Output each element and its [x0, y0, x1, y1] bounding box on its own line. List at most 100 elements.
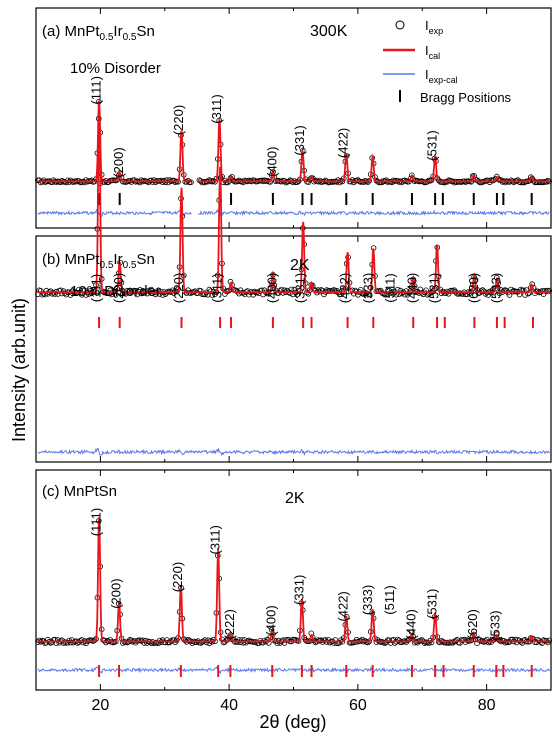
hkl-label: (620) — [465, 609, 480, 639]
cal-curve — [37, 517, 550, 643]
hkl-label: (331) — [293, 273, 308, 303]
legend-exp-label: Iexp — [425, 18, 443, 36]
hkl-label: (400) — [264, 147, 279, 177]
exp-point — [258, 177, 265, 184]
temperature-label: 2K — [290, 257, 310, 274]
legend-exp-marker — [395, 20, 405, 30]
hkl-label: (333) — [361, 273, 376, 303]
exp-point — [244, 288, 251, 294]
exp-point — [403, 288, 410, 294]
panel-b: (111) (200) (220) (311) (400) (331) (422) (333)… — [35, 111, 552, 463]
exp-point — [261, 637, 268, 644]
panel-label-part: Ir — [113, 251, 122, 268]
panel-label-part: (a) MnPt — [42, 23, 100, 40]
hkl-label: (531) — [427, 273, 442, 303]
exp-point — [496, 637, 503, 644]
hkl-label: (311) — [209, 94, 224, 123]
cal-curve — [37, 100, 550, 183]
hkl-label: (440) — [405, 273, 420, 303]
hkl-label: (331) — [292, 125, 307, 155]
hkl-label: (220) — [170, 562, 185, 592]
temperature-label: 2K — [285, 490, 305, 507]
temperature-label: 300K — [310, 23, 348, 40]
panel-label: (c) MnPtSn — [42, 483, 117, 500]
x-tick-label: 80 — [478, 697, 496, 714]
hkl-label: (200) — [111, 273, 126, 303]
hkl-label: (533) — [488, 610, 503, 640]
panel-label-part: Sn — [137, 23, 155, 40]
exp-point — [54, 637, 61, 643]
hkl-label: (111) — [89, 508, 104, 536]
hkl-label: (511) — [383, 273, 398, 302]
exp-point — [166, 177, 173, 183]
exp-point — [183, 290, 190, 297]
disorder-note: 10% Disorder — [70, 283, 161, 300]
diff-curve — [37, 666, 550, 675]
exp-point — [70, 639, 77, 646]
y-axis-label: Intensity (arb.unit) — [9, 298, 29, 442]
exp-point — [428, 639, 435, 646]
diff-curve — [37, 447, 550, 456]
hkl-label: (422) — [336, 591, 351, 621]
exp-point — [149, 290, 156, 297]
panel-label-part: 0.5 — [123, 32, 137, 43]
exp-point — [319, 288, 326, 294]
hkl-label: (200) — [111, 147, 126, 177]
exp-point — [290, 179, 296, 186]
exp-point — [251, 177, 258, 184]
exp-point — [467, 290, 473, 297]
hkl-label: (620) — [466, 273, 481, 303]
exp-point — [502, 179, 509, 186]
x-tick-label: 60 — [349, 697, 367, 714]
hkl-label: (111) — [89, 274, 104, 302]
exp-point — [318, 637, 325, 643]
exp-point — [380, 290, 387, 297]
x-tick-label: 20 — [91, 697, 109, 714]
exp-point — [414, 639, 421, 646]
hkl-label: (400) — [264, 605, 279, 635]
panel-c: (111) (200) (220) (311) (222) (400) (331) (422)… — [35, 469, 552, 714]
hkl-label: (222) — [222, 609, 237, 639]
exp-point — [172, 179, 179, 186]
exp-point — [59, 637, 65, 643]
disorder-note: 10% Disorder — [70, 60, 161, 77]
panel-label-part: Sn — [137, 251, 155, 268]
exp-point — [365, 639, 371, 646]
exp-point — [379, 179, 385, 186]
hkl-label: (331) — [291, 575, 306, 605]
hkl-label: (220) — [171, 273, 186, 303]
exp-point — [128, 637, 135, 644]
hkl-label: (311) — [208, 525, 223, 554]
hkl-label: (111) — [89, 76, 104, 104]
x-axis-label: 2θ (deg) — [259, 712, 326, 732]
panel-label-part: 0.5 — [100, 32, 114, 43]
hkl-label: (400) — [264, 273, 279, 303]
exp-point — [336, 179, 343, 186]
legend-cal-label: Ical — [425, 43, 440, 61]
hkl-label: (531) — [425, 130, 440, 160]
hkl-label: (531) — [425, 589, 440, 619]
exp-point — [485, 639, 492, 646]
exp-point — [198, 288, 204, 294]
hkl-label: (311) — [210, 273, 225, 302]
hkl-label: (533) — [488, 273, 503, 303]
exp-point — [207, 288, 214, 295]
hkl-label: (511) — [382, 585, 397, 614]
exp-point — [91, 637, 98, 643]
exp-point — [510, 179, 517, 186]
exp-point — [437, 639, 443, 646]
diff-curve — [37, 208, 550, 218]
hkl-label: (440) — [403, 609, 418, 639]
hkl-label: (220) — [171, 105, 186, 135]
panel-label-part: Ir — [113, 23, 122, 40]
exp-point — [43, 639, 50, 646]
panel-a: (111) (200) (220) (311) (400) (331) (422) (531)… — [35, 7, 552, 229]
exp-point — [326, 639, 333, 646]
exp-point — [280, 637, 286, 643]
legend-diff-label: Iexp-cal — [425, 67, 458, 85]
hkl-label: (333) — [360, 585, 375, 615]
exp-point — [491, 636, 497, 643]
panel-label: (a) MnPt0.5Ir0.5Sn — [42, 23, 155, 43]
exp-point — [188, 179, 194, 186]
legend: Iexp Ical Iexp-cal Bragg Positions — [383, 18, 512, 105]
